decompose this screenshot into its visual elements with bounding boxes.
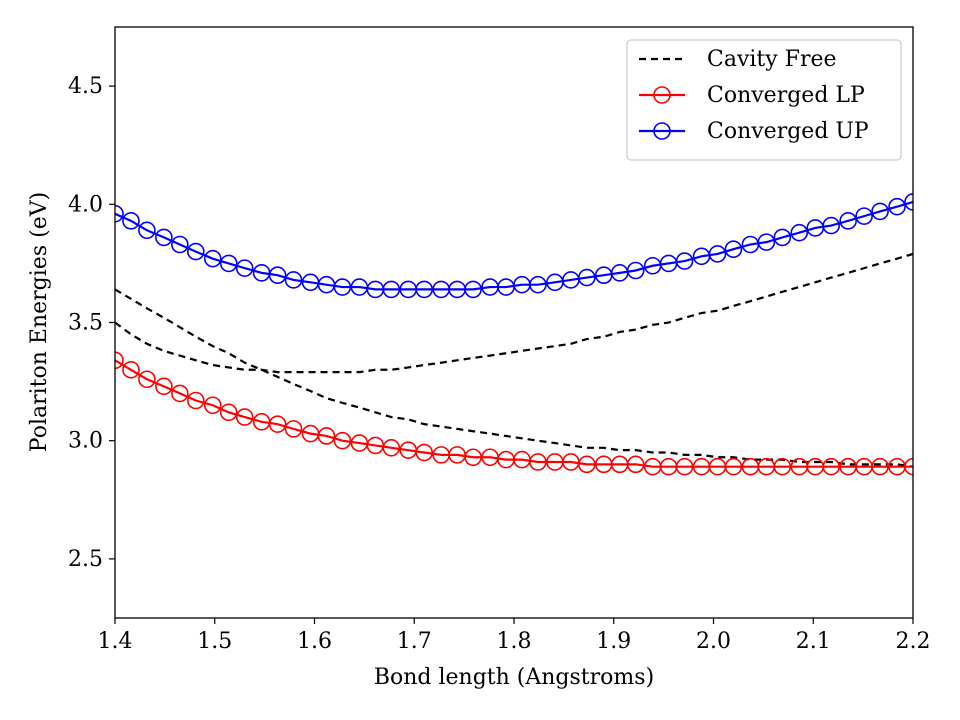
x-tick-label: 2.1	[796, 629, 831, 654]
y-tick-label: 4.5	[68, 74, 103, 99]
series-point-2	[822, 457, 841, 476]
y-tick-label: 2.5	[68, 547, 103, 572]
series-point-3	[888, 197, 906, 216]
series-point-2	[415, 443, 434, 462]
series-point-2	[529, 453, 547, 471]
series-point-3	[904, 193, 913, 211]
series-point-2	[626, 455, 645, 474]
series-point-3	[284, 271, 303, 289]
series-point-3	[268, 266, 287, 285]
series-point-2	[187, 391, 205, 410]
x-tick-label: 1.9	[596, 629, 631, 654]
series-point-2	[382, 438, 401, 457]
series-point-3	[773, 228, 792, 247]
series-point-3	[333, 278, 352, 296]
series-point-3	[855, 207, 873, 225]
series-point-3	[757, 233, 776, 251]
series-point-2	[464, 448, 482, 467]
series-point-3	[839, 212, 857, 230]
y-axis-title: Polariton Energies (eV)	[27, 192, 52, 452]
series-line-1	[115, 252, 913, 374]
series-point-3	[155, 228, 173, 247]
series-point-3	[871, 202, 889, 221]
series-point-2	[773, 457, 792, 476]
series-point-2	[284, 420, 303, 438]
series-point-3	[790, 223, 809, 242]
series-point-2	[317, 427, 336, 445]
series-point-3	[115, 204, 124, 223]
series-point-2	[115, 351, 124, 370]
series-point-3	[138, 221, 156, 240]
series-point-3	[382, 280, 401, 299]
series-point-2	[155, 377, 173, 396]
series-point-3	[822, 216, 841, 235]
series-point-3	[464, 280, 482, 299]
series-point-2	[904, 457, 913, 476]
series-point-2	[675, 457, 694, 476]
series-point-3	[626, 261, 645, 280]
legend: Cavity Free Converged LP Converged UP	[626, 39, 902, 161]
legend-marker-swatch	[653, 122, 671, 140]
series-point-3	[708, 245, 727, 263]
x-tick-label: 2.0	[696, 629, 731, 654]
series-point-2	[171, 384, 189, 403]
x-tick-label: 1.5	[197, 629, 232, 654]
series-point-3	[529, 275, 547, 294]
series-point-3	[219, 254, 238, 273]
x-tick-label: 2.2	[896, 629, 931, 654]
series-point-2	[138, 370, 156, 389]
legend-entry-label: Converged LP	[707, 83, 865, 108]
x-tick-label: 1.4	[98, 629, 133, 654]
x-tick-label: 1.6	[297, 629, 332, 654]
series-point-3	[171, 235, 189, 254]
series-point-2	[122, 360, 140, 379]
series-point-3	[415, 280, 434, 299]
series-point-3	[675, 252, 694, 270]
series-point-2	[235, 408, 254, 426]
series-point-2	[871, 457, 889, 476]
series-point-3	[187, 242, 205, 261]
y-tick-label: 4.0	[68, 192, 103, 217]
series-point-2	[333, 431, 352, 450]
y-tick-label: 3.0	[68, 429, 103, 454]
series-point-2	[724, 457, 743, 476]
series-point-2	[219, 403, 238, 422]
x-tick-label: 1.7	[397, 629, 432, 654]
legend-entry-label: Cavity Free	[707, 47, 837, 72]
series-point-2	[268, 415, 287, 433]
series-point-2	[578, 455, 596, 474]
series-point-3	[203, 249, 222, 268]
series-point-3	[122, 212, 140, 230]
series-point-3	[578, 268, 596, 287]
series-point-3	[724, 240, 743, 259]
legend-box	[626, 39, 902, 161]
y-tick-label: 3.5	[68, 311, 103, 336]
legend-entry-label: Converged UP	[707, 119, 869, 144]
series-point-2	[203, 396, 222, 415]
series-point-3	[235, 259, 254, 277]
x-tick-label: 1.8	[497, 629, 532, 654]
x-axis-title: Bond length (Angstroms)	[374, 665, 654, 690]
legend-marker-swatch	[653, 86, 671, 104]
